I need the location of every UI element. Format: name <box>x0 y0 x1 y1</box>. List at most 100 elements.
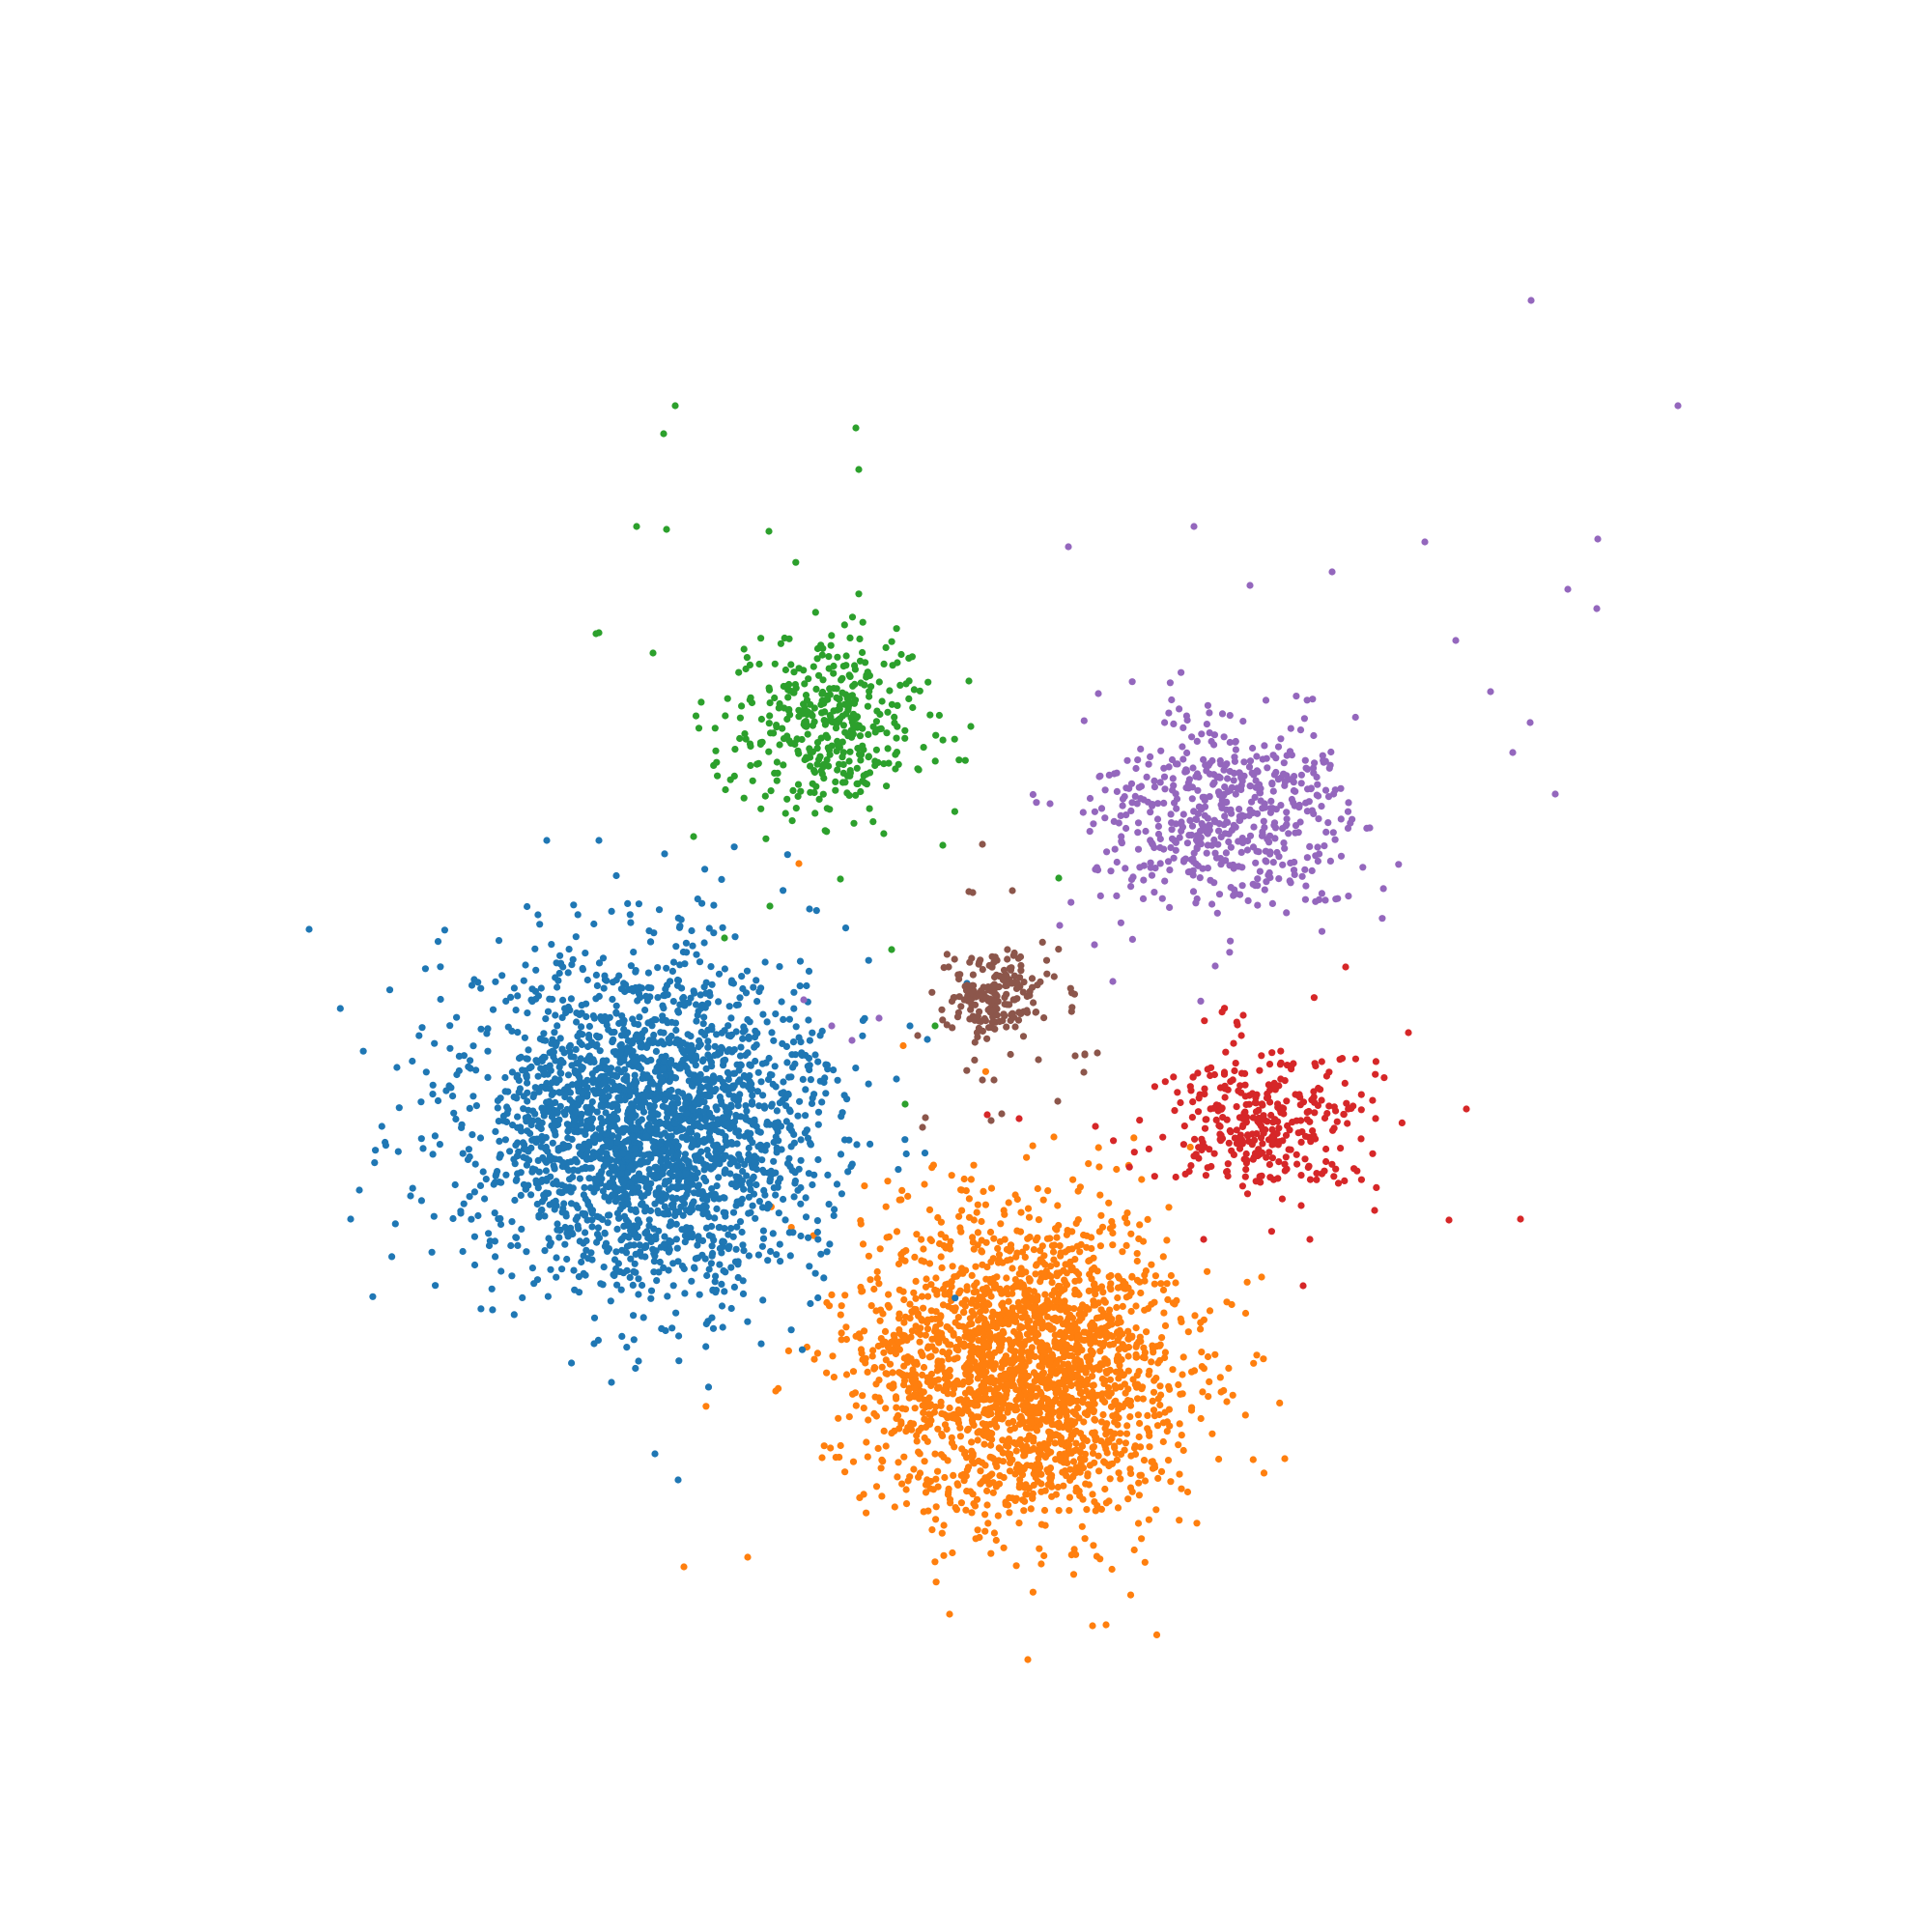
data-point <box>883 1370 892 1378</box>
data-point <box>1087 1392 1094 1401</box>
data-point <box>1141 1477 1150 1485</box>
data-point <box>960 1175 968 1183</box>
data-point <box>610 1270 617 1279</box>
data-point <box>739 1241 747 1249</box>
data-point <box>1095 1467 1103 1475</box>
data-point <box>1027 1505 1035 1513</box>
data-point <box>926 1236 934 1243</box>
data-point <box>937 1218 946 1226</box>
data-point-outlier <box>772 1387 780 1395</box>
data-point <box>1038 1363 1046 1371</box>
data-point <box>655 1174 663 1181</box>
data-point <box>459 1247 467 1256</box>
data-point <box>594 1336 603 1344</box>
data-point <box>727 1264 735 1271</box>
data-point <box>1126 1402 1135 1409</box>
data-point <box>1094 1314 1103 1321</box>
data-point <box>722 1166 729 1174</box>
data-point <box>722 1056 729 1064</box>
data-point <box>981 1511 989 1519</box>
data-point <box>719 1323 726 1331</box>
data-point <box>1032 1236 1040 1244</box>
data-point <box>655 1084 663 1092</box>
data-point <box>1094 1144 1102 1151</box>
data-point <box>1012 1447 1020 1455</box>
data-point <box>1058 1440 1065 1448</box>
data-point <box>738 973 746 980</box>
data-point <box>990 1389 998 1397</box>
data-point <box>1009 1417 1017 1426</box>
data-point <box>653 1125 661 1133</box>
data-point <box>1016 1324 1024 1332</box>
data-point <box>889 1369 896 1377</box>
data-point <box>477 1025 485 1033</box>
data-point <box>772 1010 780 1018</box>
data-point <box>446 1022 454 1030</box>
data-point <box>469 1042 477 1050</box>
data-point <box>986 1352 994 1360</box>
data-point <box>611 1082 619 1090</box>
data-point <box>681 1238 689 1246</box>
data-point <box>1100 1379 1108 1387</box>
data-point <box>635 1119 642 1126</box>
data-point <box>928 1164 936 1172</box>
data-point <box>823 1369 831 1377</box>
data-point <box>536 921 544 928</box>
data-point <box>964 1407 972 1415</box>
data-point <box>932 1503 940 1511</box>
data-point <box>559 1158 567 1167</box>
data-point <box>926 1485 934 1492</box>
data-point <box>686 1070 694 1078</box>
data-point <box>1057 1249 1065 1257</box>
data-point <box>1079 1395 1087 1403</box>
data-point <box>691 1264 698 1272</box>
data-point <box>749 1202 756 1209</box>
data-point <box>809 1094 816 1102</box>
data-point <box>1123 1422 1131 1430</box>
data-point <box>472 1102 480 1110</box>
data-point-outlier <box>893 1075 900 1083</box>
data-point <box>831 1206 838 1213</box>
data-point <box>1033 1417 1040 1425</box>
data-point <box>677 1125 686 1134</box>
data-point <box>796 1097 804 1105</box>
data-point <box>1144 1411 1151 1419</box>
data-point <box>1097 1211 1105 1219</box>
data-point <box>642 1132 650 1140</box>
data-point <box>1101 1298 1109 1306</box>
data-point <box>1114 1504 1122 1512</box>
data-point <box>631 1260 639 1267</box>
data-point <box>787 1326 795 1334</box>
data-point <box>759 1010 767 1018</box>
data-point <box>1215 1455 1223 1463</box>
data-point <box>694 1120 701 1127</box>
data-point <box>563 1255 571 1264</box>
data-point <box>1006 1493 1013 1502</box>
data-point <box>1012 1253 1020 1261</box>
data-point <box>1083 1243 1091 1251</box>
data-point <box>1154 1474 1162 1482</box>
data-point <box>925 1260 934 1267</box>
data-point <box>1122 1439 1129 1447</box>
data-point <box>1040 1506 1049 1515</box>
data-point <box>718 875 725 884</box>
data-point <box>534 1156 542 1164</box>
data-point <box>440 926 448 934</box>
data-point <box>785 1106 793 1114</box>
data-point <box>646 1126 654 1134</box>
data-point <box>872 1483 881 1491</box>
data-point <box>554 977 562 984</box>
data-point <box>491 1253 499 1261</box>
data-point <box>643 1228 651 1236</box>
data-point <box>708 980 716 988</box>
data-point <box>968 1438 976 1446</box>
data-point <box>795 1034 803 1041</box>
data-point <box>630 1229 638 1236</box>
data-point <box>698 899 706 907</box>
data-point <box>1066 1311 1074 1319</box>
data-point <box>938 1264 946 1271</box>
data-point <box>597 1280 605 1288</box>
data-point <box>711 1278 719 1286</box>
data-point <box>630 949 638 956</box>
data-point-outlier <box>1258 1273 1265 1281</box>
